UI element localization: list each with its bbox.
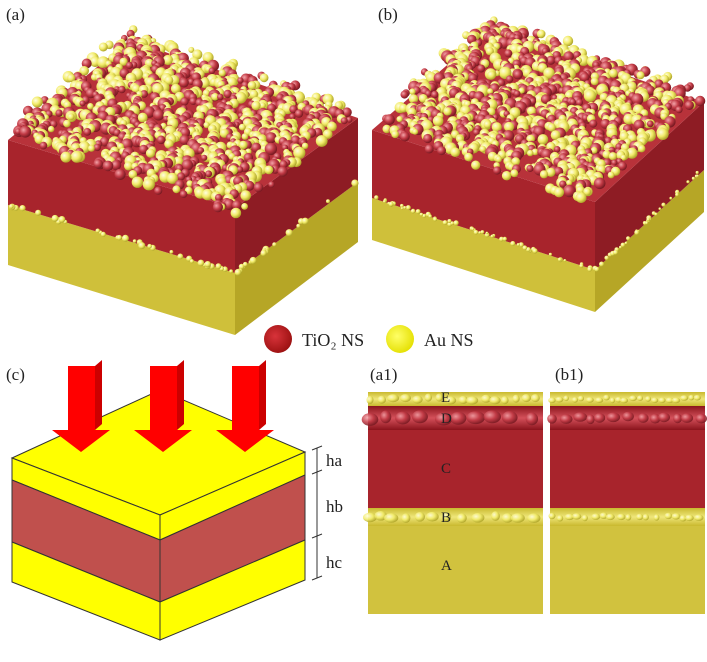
layer-label-a: A — [441, 558, 452, 574]
gold-substrate-side-b — [595, 170, 704, 312]
nanosphere-cloud-b — [382, 16, 706, 204]
light-arrow — [52, 360, 110, 452]
legend: TiO₂ NS Au NS — [264, 325, 474, 353]
panel-b-label: (b) — [378, 5, 398, 24]
legend-tio2-marker — [264, 325, 292, 353]
panel-a1-label: (a1) — [370, 365, 397, 384]
panel-b: (b) — [372, 5, 706, 312]
panel-c: (c) — [6, 360, 343, 641]
dimension-hb: hb — [326, 497, 343, 516]
panel-a: (a) — [6, 5, 359, 335]
interface-particles-a — [8, 179, 359, 276]
layer-c-a1 — [368, 430, 543, 508]
side-layer-hc — [159, 539, 306, 641]
panel-a-label: (a) — [6, 5, 25, 24]
cross-section-particles-b1 — [547, 394, 707, 522]
gold-substrate-front-b — [372, 198, 595, 312]
layer-b-a1 — [368, 508, 543, 526]
interface-particles-b — [374, 170, 699, 272]
layer-a-a1 — [368, 526, 543, 614]
panel-c-label: (c) — [6, 365, 25, 384]
tio2-layer-front-b — [372, 130, 595, 270]
layer-label-d: D — [441, 411, 452, 427]
dimension-ha: ha — [326, 451, 343, 470]
gold-substrate-front — [8, 205, 235, 335]
layer-label-b: B — [441, 510, 451, 526]
cross-section-particles-a1 — [361, 393, 541, 523]
layer-label-e: E — [441, 390, 450, 406]
incident-light-arrows — [52, 360, 274, 452]
layer-a-b1 — [550, 526, 705, 614]
nanosphere-cloud-a — [13, 25, 353, 219]
panel-b1-label: (b1) — [555, 365, 583, 384]
panel-a1: (a1) E D C B A — [361, 365, 543, 614]
layer-c-b1 — [550, 430, 705, 508]
dimension-hc: hc — [326, 553, 343, 572]
tio2-layer-front — [8, 140, 235, 273]
tio2-layer-side — [235, 118, 358, 273]
light-arrow — [134, 360, 192, 452]
tio2-layer-side-b — [595, 102, 704, 270]
panel-b1: (b1) — [547, 365, 707, 614]
gold-substrate-side — [235, 182, 358, 335]
legend-tio2-label: TiO₂ NS — [302, 330, 364, 350]
legend-au-marker — [386, 325, 414, 353]
light-arrow — [216, 360, 274, 452]
layer-label-c: C — [441, 461, 451, 477]
dimension-markers — [311, 445, 323, 581]
legend-au-label: Au NS — [424, 330, 474, 350]
